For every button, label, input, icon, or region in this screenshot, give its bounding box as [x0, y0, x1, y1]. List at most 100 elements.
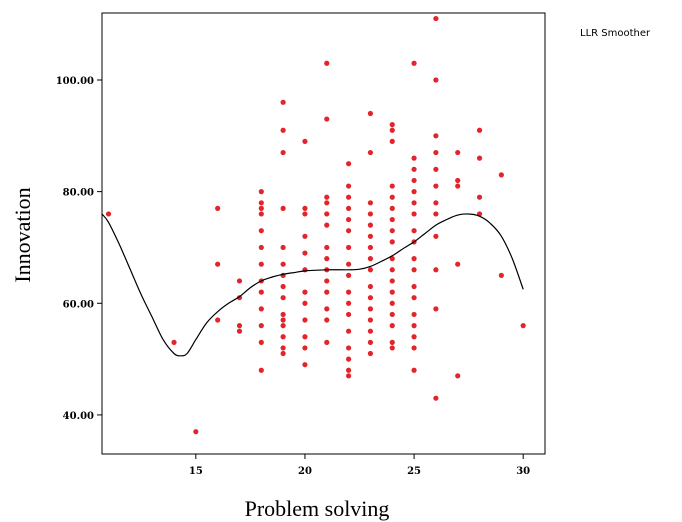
y-tick-label: 40.00: [63, 411, 94, 422]
data-point: [280, 295, 286, 301]
data-point: [389, 300, 395, 306]
data-point: [345, 300, 352, 306]
data-point: [345, 228, 352, 234]
data-point: [324, 60, 330, 66]
data-point: [345, 161, 352, 167]
data-point: [345, 244, 352, 251]
data-point: [280, 350, 286, 357]
data-point: [367, 306, 374, 312]
data-point: [302, 345, 308, 351]
data-point: [236, 295, 243, 301]
data-point: [280, 311, 286, 318]
data-point: [433, 211, 439, 217]
data-point: [345, 367, 352, 373]
data-point: [433, 267, 439, 273]
x-tick-label: 15: [189, 466, 203, 477]
data-point: [105, 211, 112, 217]
data-point: [258, 205, 264, 211]
data-point: [411, 311, 417, 318]
y-axis-title: Innovation: [10, 187, 35, 282]
data-point: [389, 239, 395, 245]
data-point: [433, 233, 439, 239]
data-point: [433, 166, 439, 172]
data-point: [455, 183, 461, 189]
data-point: [324, 222, 330, 228]
data-point: [498, 172, 504, 178]
data-point: [345, 194, 352, 200]
data-point: [411, 177, 417, 184]
data-point: [215, 317, 221, 323]
data-point: [280, 323, 286, 329]
data-point: [411, 295, 417, 301]
data-point: [455, 373, 461, 379]
data-point: [367, 244, 374, 251]
data-point: [433, 77, 439, 83]
data-point: [389, 256, 395, 262]
data-point: [345, 356, 352, 362]
data-point: [367, 350, 374, 357]
data-point: [411, 283, 417, 290]
data-point: [324, 244, 330, 251]
data-point: [367, 233, 374, 239]
data-point: [258, 306, 264, 312]
x-tick-label: 30: [516, 466, 530, 477]
data-point: [476, 194, 483, 200]
data-point: [389, 311, 395, 318]
data-point: [302, 289, 308, 295]
data-point: [389, 228, 395, 234]
data-point: [520, 323, 526, 329]
data-point: [345, 216, 352, 223]
data-point: [389, 205, 395, 211]
data-point: [324, 289, 330, 295]
data-point: [476, 155, 483, 161]
data-point: [433, 133, 439, 139]
data-point: [389, 289, 395, 295]
x-tick-label: 25: [407, 466, 421, 477]
data-point: [367, 256, 374, 262]
data-point: [280, 261, 286, 267]
data-point: [433, 306, 439, 312]
data-point: [476, 127, 483, 133]
data-point: [367, 110, 374, 117]
data-point: [171, 339, 177, 345]
data-point: [258, 289, 264, 295]
data-point: [324, 339, 330, 345]
data-point: [345, 328, 352, 334]
data-point: [302, 233, 308, 239]
data-point: [324, 116, 330, 122]
data-point: [258, 367, 264, 373]
data-point: [389, 127, 395, 133]
data-point: [302, 250, 308, 256]
data-point: [345, 345, 352, 351]
data-point: [367, 317, 374, 323]
data-point: [411, 334, 417, 340]
data-point: [324, 200, 330, 206]
x-axis-title: Problem solving: [245, 496, 390, 521]
data-point: [345, 261, 352, 267]
data-point: [280, 283, 286, 290]
data-point: [367, 149, 374, 156]
data-point: [280, 205, 286, 211]
y-axis: 40.00 60.00 80.00 100.00: [56, 76, 102, 422]
data-point: [258, 189, 264, 195]
data-point: [324, 317, 330, 323]
data-point: [367, 283, 374, 290]
data-point: [389, 278, 395, 284]
data-point: [389, 183, 395, 189]
data-point: [411, 200, 417, 206]
data-point: [411, 256, 417, 262]
x-axis: 15 20 25 30: [189, 454, 530, 477]
data-point: [389, 323, 395, 329]
data-point: [367, 267, 374, 273]
data-point: [433, 200, 439, 206]
data-point: [367, 222, 374, 228]
data-point: [236, 323, 243, 329]
data-point: [411, 323, 417, 329]
data-point: [389, 216, 395, 223]
data-point: [411, 228, 417, 234]
data-point: [411, 211, 417, 217]
data-points: [105, 15, 526, 435]
data-point: [411, 267, 417, 273]
data-point: [455, 177, 461, 184]
